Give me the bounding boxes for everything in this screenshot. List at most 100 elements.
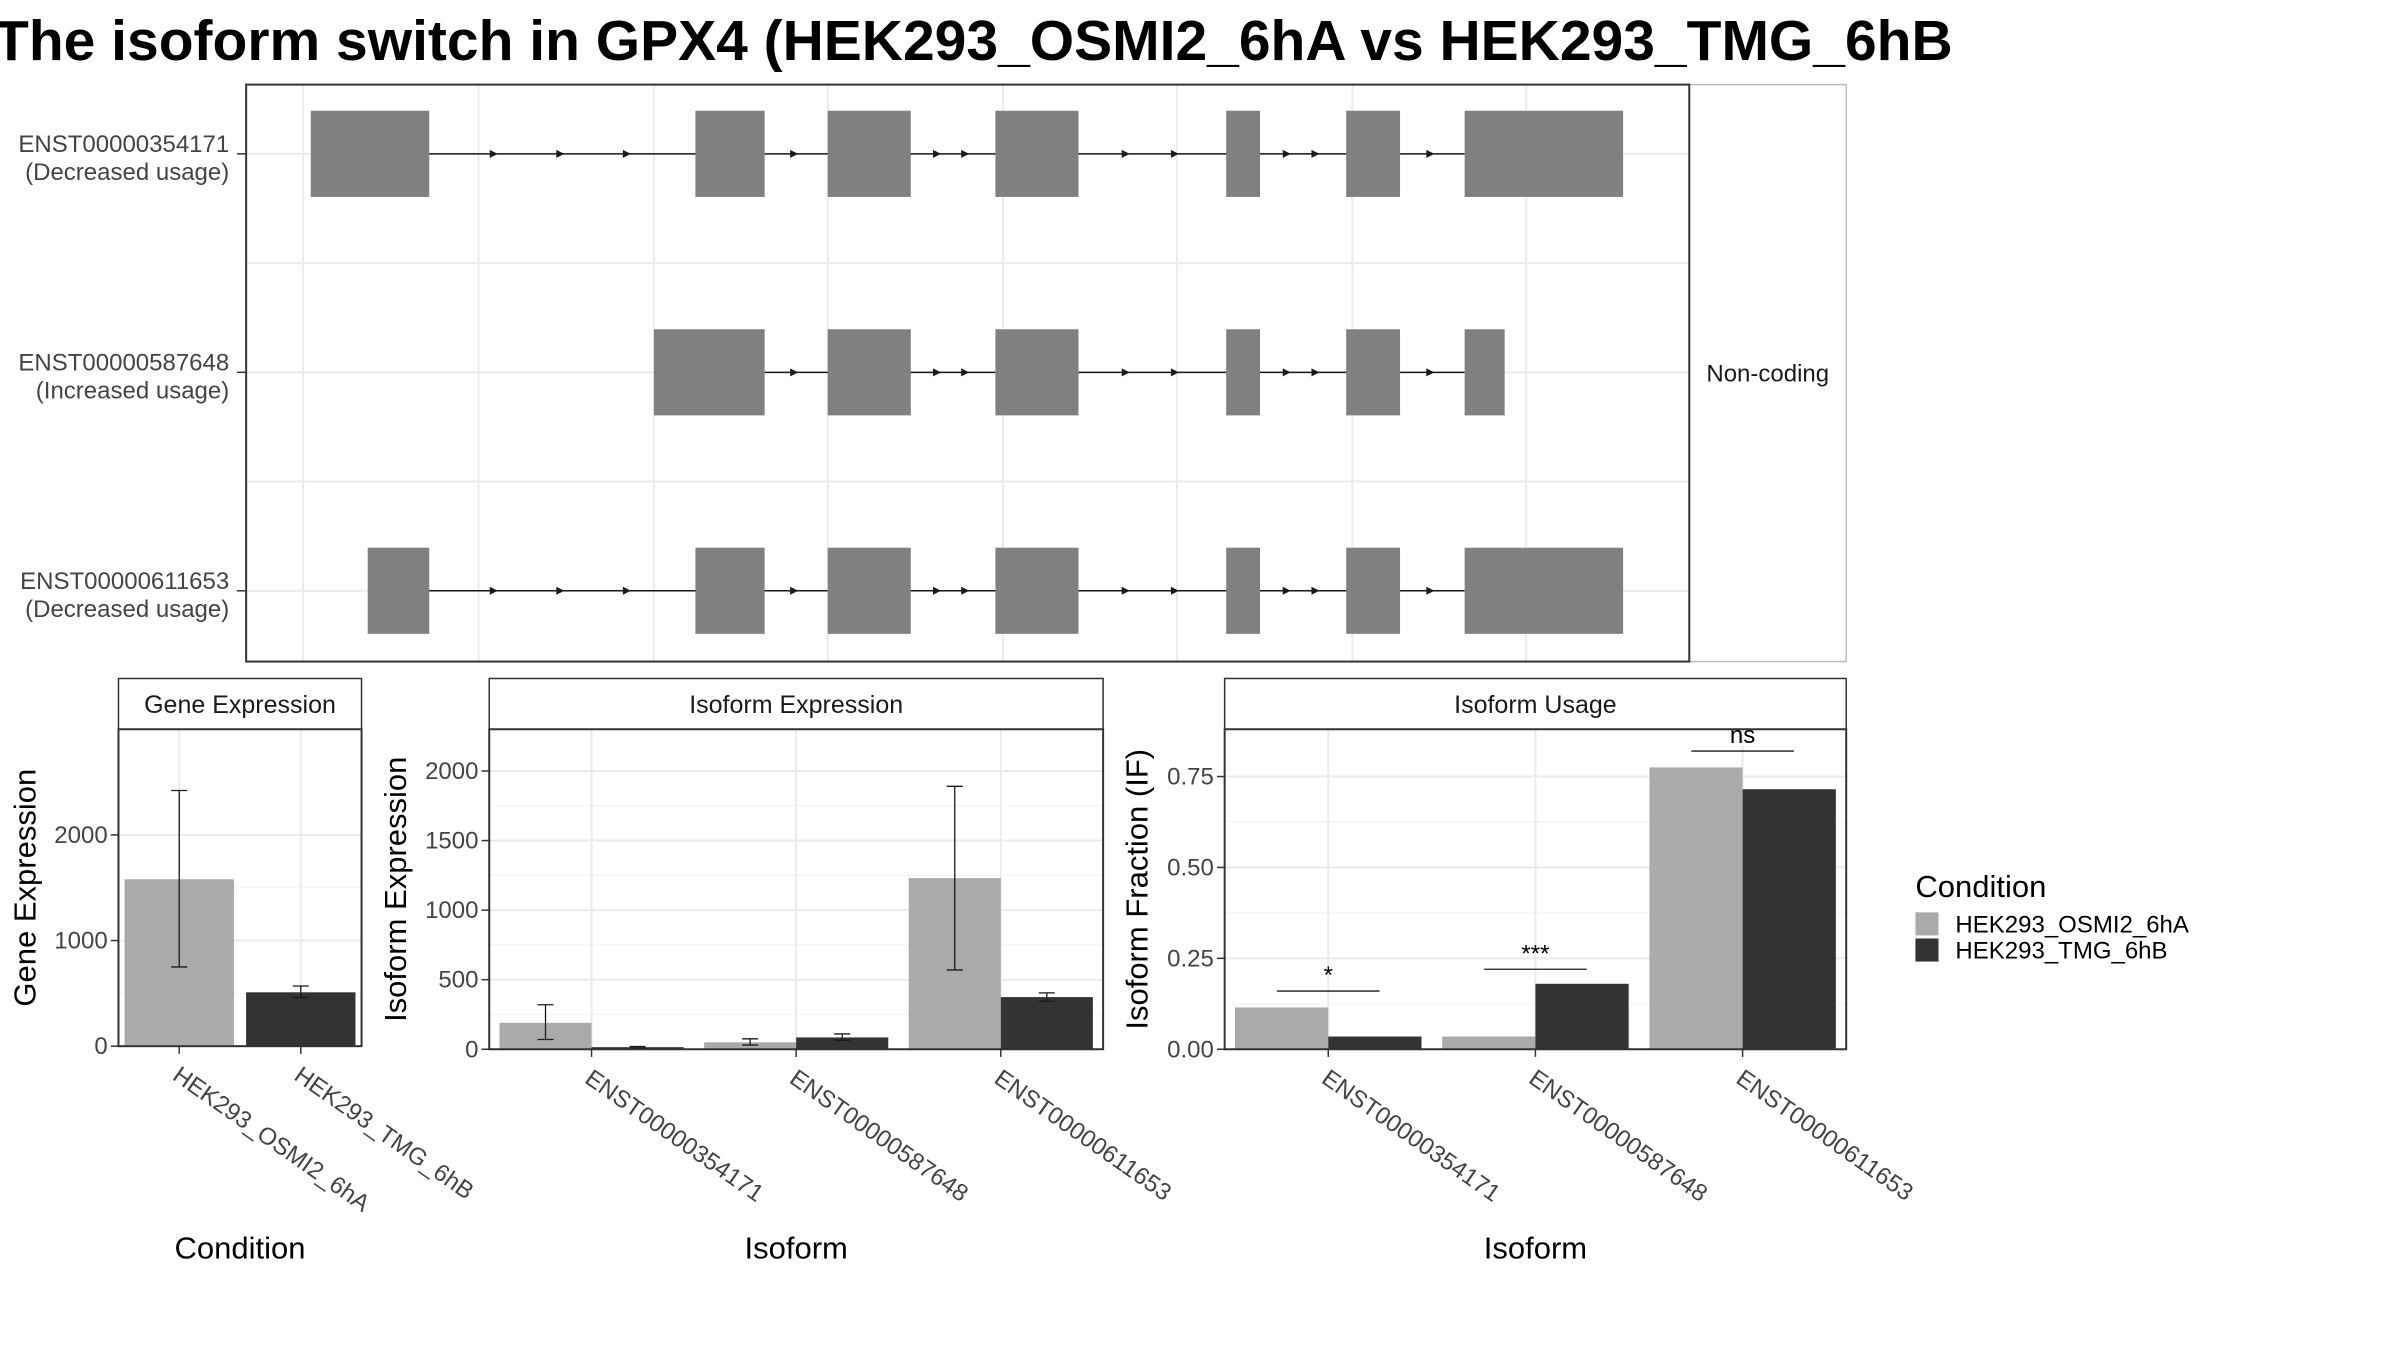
panel-strip [1223,677,1847,730]
y-tick-label: 0 [94,1033,107,1060]
isoform-usage-panel: Isoform Usage****ns0.000.250.500.75ENST0… [1120,677,1918,1265]
isoform-track-status: (Increased usage) [36,377,229,404]
intron-direction-arrow [556,586,565,595]
exon [1226,329,1261,416]
exon [695,110,765,197]
intron-direction-arrow [790,368,799,377]
intron-direction-arrow [1426,149,1435,158]
y-tick-label: 2000 [425,758,478,785]
bar [1442,1036,1536,1050]
intron-direction-arrow [961,586,970,595]
exon [653,329,765,416]
intron-direction-arrow [1282,368,1291,377]
x-tick-label: ENST00000354171 [1317,1065,1505,1208]
panel-strip-title: Gene Expression [144,691,336,719]
exon [995,329,1079,416]
panel-strip-title: Isoform Usage [1454,691,1617,719]
isoform-track-label: ENST00000611653 [20,568,229,595]
intron-direction-arrow [932,368,941,377]
panel-strip-title: Isoform Expression [689,691,903,719]
bar [1328,1036,1422,1050]
x-tick-label: ENST00000587648 [785,1065,973,1208]
intron-direction-arrow [961,368,970,377]
x-axis-title: Condition [175,1230,306,1265]
exon [995,547,1079,634]
intron-direction-arrow [556,149,565,158]
y-tick-label: 1500 [425,828,478,855]
x-tick-label: ENST00000587648 [1524,1065,1712,1208]
y-tick-label: 0.50 [1167,854,1214,881]
panel-border [117,728,363,1048]
x-axis-title: Isoform [1484,1230,1587,1265]
intron-direction-arrow [1121,149,1130,158]
isoform-track-label: ENST00000354171 [18,131,229,158]
x-tick-label: ENST00000354171 [580,1065,768,1208]
bar [1000,997,1093,1050]
exon [367,547,430,634]
panel-strip [488,677,1104,730]
bar [1535,983,1629,1050]
significance-label: * [1324,962,1333,989]
intron-direction-arrow [1311,586,1320,595]
y-tick-label: 0 [465,1036,478,1063]
y-tick-label: 0.25 [1167,945,1214,972]
intron-direction-arrow [1282,586,1291,595]
intron-direction-arrow [1170,586,1179,595]
exon [1346,329,1401,416]
intron-direction-arrow [489,586,498,595]
exon [827,110,911,197]
intron-direction-arrow [1170,149,1179,158]
y-tick-label: 0.75 [1167,764,1214,791]
exon [1464,329,1505,416]
bar [704,1042,797,1050]
legend-entry-label: HEK293_OSMI2_6hA [1955,911,2188,938]
intron-direction-arrow [622,586,631,595]
exon [1464,110,1624,197]
figure-title: The isoform switch in GPX4 (HEK293_OSMI2… [0,9,1953,73]
legend-entry-label: HEK293_TMG_6hB [1955,937,2167,964]
bar [246,992,356,1047]
isoform-track-status: (Decreased usage) [25,159,229,186]
intron-direction-arrow [932,149,941,158]
y-axis-title: Isoform Expression [378,757,413,1022]
x-axis-title: Isoform [744,1230,847,1265]
isoform-track-label: ENST00000587648 [18,349,229,376]
gene-structure-panel: ENST00000354171(Decreased usage)ENST0000… [18,83,1847,663]
intron-direction-arrow [961,149,970,158]
isoform-expression-panel: Isoform Expression 0 500 1000 1500 2000 ENST00… [378,677,1176,1265]
intron-direction-arrow [790,149,799,158]
x-tick-label: ENST00000611653 [989,1065,1176,1207]
legend-swatch [1915,912,1939,936]
bar [1235,1007,1329,1050]
intron-direction-arrow [1426,586,1435,595]
legend-title: Condition [1915,869,2046,904]
x-tick-label: HEK293_OSMI2_6hA [168,1061,375,1217]
intron-direction-arrow [1121,368,1130,377]
exon [1464,547,1624,634]
bar [1649,767,1743,1050]
intron-direction-arrow [622,149,631,158]
intron-direction-arrow [1311,149,1320,158]
bar [1742,789,1836,1050]
y-tick-label: 0.00 [1167,1036,1214,1063]
y-axis-title: Gene Expression [7,769,42,1007]
y-axis-title: Isoform Fraction (IF) [1120,749,1155,1030]
legend-swatch [1915,938,1939,962]
intron-direction-arrow [1426,368,1435,377]
exon [1226,547,1261,634]
intron-direction-arrow [1170,368,1179,377]
y-tick-label: 1000 [54,928,107,955]
intron-direction-arrow [489,149,498,158]
isoform-track-status: (Decreased usage) [25,596,229,623]
significance-label: *** [1521,940,1549,967]
intron-direction-arrow [932,586,941,595]
significance-label: ns [1730,722,1755,749]
coding-group-label: Non-coding [1706,360,1829,387]
y-tick-label: 1000 [425,897,478,924]
exon [995,110,1079,197]
exon [310,110,430,197]
exon [1226,110,1261,197]
intron-direction-arrow [1121,586,1130,595]
